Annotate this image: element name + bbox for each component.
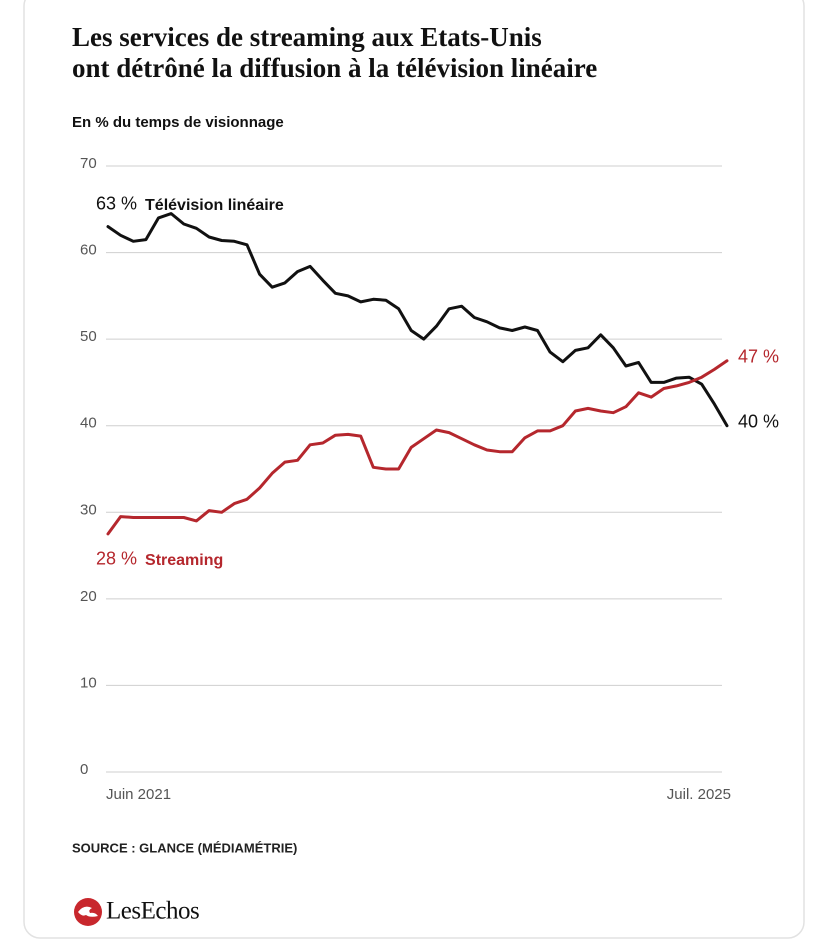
chart-title: ont détrôné la diffusion à la télévision… [72,53,597,83]
y-tick-label: 30 [80,501,97,518]
y-tick-label: 50 [80,328,97,345]
x-tick-label: Juil. 2025 [667,786,731,803]
y-tick-label: 70 [80,155,97,172]
y-tick-label: 10 [80,674,97,691]
series-name: Streaming [145,552,223,569]
series-line [106,359,729,536]
value-label: 63 % [96,193,137,213]
series-line [106,212,729,428]
y-tick-label: 40 [80,415,97,432]
chart-subtitle: En % du temps de visionnage [72,114,284,131]
value-label: 47 % [738,347,779,367]
value-label: 40 % [738,411,779,431]
chart-title: Les services de streaming aux Etats-Unis [72,22,542,52]
value-label: 28 % [96,549,137,569]
brand: LesEchos [106,898,199,925]
y-tick-label: 60 [80,242,97,259]
y-tick-label: 20 [80,588,97,605]
series-name: Télévision linéaire [145,197,284,214]
y-tick-label: 0 [80,761,88,778]
card [23,0,805,939]
source: SOURCE : GLANCE (MÉDIAMÉTRIE) [72,840,297,855]
x-tick-label: Juin 2021 [106,786,171,803]
brand-logo-mark [78,906,98,917]
